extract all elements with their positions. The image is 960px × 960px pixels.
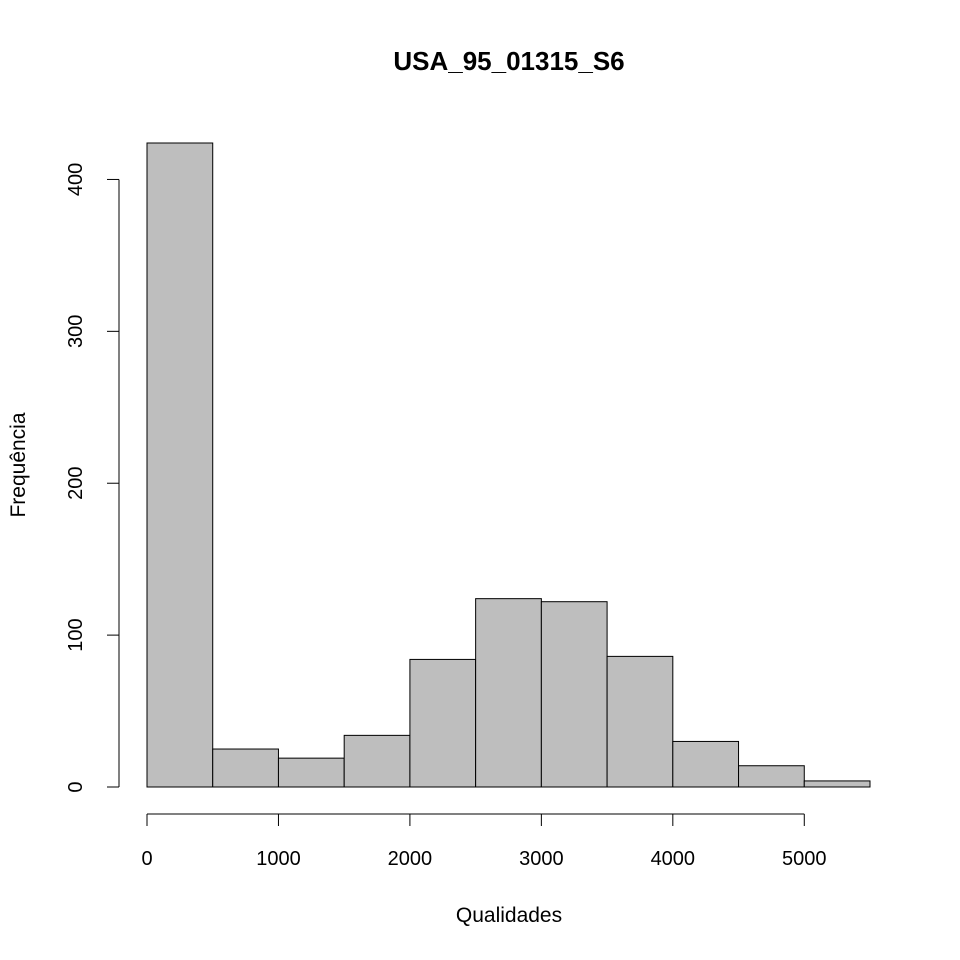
bar-500-1000 (212, 748, 279, 788)
bar-3500-4000 (606, 655, 674, 788)
x-axis: 0 1000 2000 3000 4000 5000 (141, 813, 827, 870)
bar-4500-5000 (738, 765, 805, 788)
chart-title: USA_95_01315_S6 (393, 46, 624, 76)
bar-5000-5500 (803, 780, 871, 788)
bar-1000-1500 (277, 757, 345, 788)
bar-0-500 (146, 142, 214, 788)
bar-4000-4500 (672, 740, 740, 788)
bar-3000-3500 (540, 601, 608, 788)
bar-2000-2500 (409, 658, 477, 788)
x-axis-label: Qualidades (456, 904, 562, 927)
x-tick-label-5000: 5000 (782, 848, 827, 870)
x-tick-label-1000: 1000 (256, 848, 301, 870)
x-tick-label-4000: 4000 (651, 848, 696, 870)
bars-group (146, 142, 871, 788)
y-axis-label: Frequência (7, 412, 30, 517)
x-tick-label-0: 0 (141, 848, 152, 870)
y-tick-label-200: 200 (65, 467, 87, 500)
bar-1500-2000 (343, 734, 411, 788)
y-tick-label-100: 100 (65, 618, 87, 651)
y-axis: 0 100 200 300 400 (65, 163, 120, 793)
y-tick-label-0: 0 (65, 781, 87, 792)
y-tick-label-400: 400 (65, 163, 87, 196)
x-tick-label-2000: 2000 (388, 848, 433, 870)
y-tick-label-300: 300 (65, 315, 87, 348)
bar-2500-3000 (475, 598, 542, 788)
x-tick-label-3000: 3000 (519, 848, 564, 870)
